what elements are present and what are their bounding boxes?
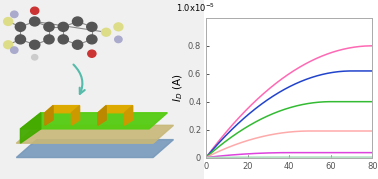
Circle shape [115, 36, 122, 43]
Circle shape [87, 35, 97, 44]
Text: 1.0x10$^{-5}$: 1.0x10$^{-5}$ [176, 1, 215, 14]
Circle shape [58, 22, 68, 31]
Circle shape [44, 22, 54, 31]
Polygon shape [45, 106, 53, 125]
Polygon shape [45, 106, 80, 113]
Circle shape [31, 7, 39, 14]
Circle shape [29, 40, 40, 49]
Polygon shape [98, 106, 106, 125]
Circle shape [29, 17, 40, 26]
Polygon shape [98, 106, 133, 113]
Circle shape [102, 28, 111, 36]
Circle shape [87, 22, 97, 31]
Circle shape [11, 11, 18, 18]
Circle shape [73, 40, 83, 49]
X-axis label: $V_D$ (V): $V_D$ (V) [273, 177, 305, 179]
Polygon shape [124, 106, 133, 125]
Circle shape [15, 35, 26, 44]
Circle shape [4, 18, 12, 25]
Circle shape [114, 23, 123, 31]
Polygon shape [71, 106, 80, 125]
Y-axis label: $I_D$ (A): $I_D$ (A) [172, 73, 185, 102]
Circle shape [32, 55, 38, 60]
Polygon shape [16, 140, 174, 158]
Circle shape [88, 50, 96, 57]
Circle shape [44, 35, 54, 44]
Circle shape [11, 47, 18, 53]
Polygon shape [16, 125, 174, 143]
Polygon shape [20, 113, 167, 129]
Circle shape [58, 35, 68, 44]
Polygon shape [20, 113, 41, 143]
Circle shape [73, 17, 83, 26]
FancyArrowPatch shape [73, 65, 85, 94]
Circle shape [4, 41, 12, 49]
Circle shape [15, 22, 26, 31]
